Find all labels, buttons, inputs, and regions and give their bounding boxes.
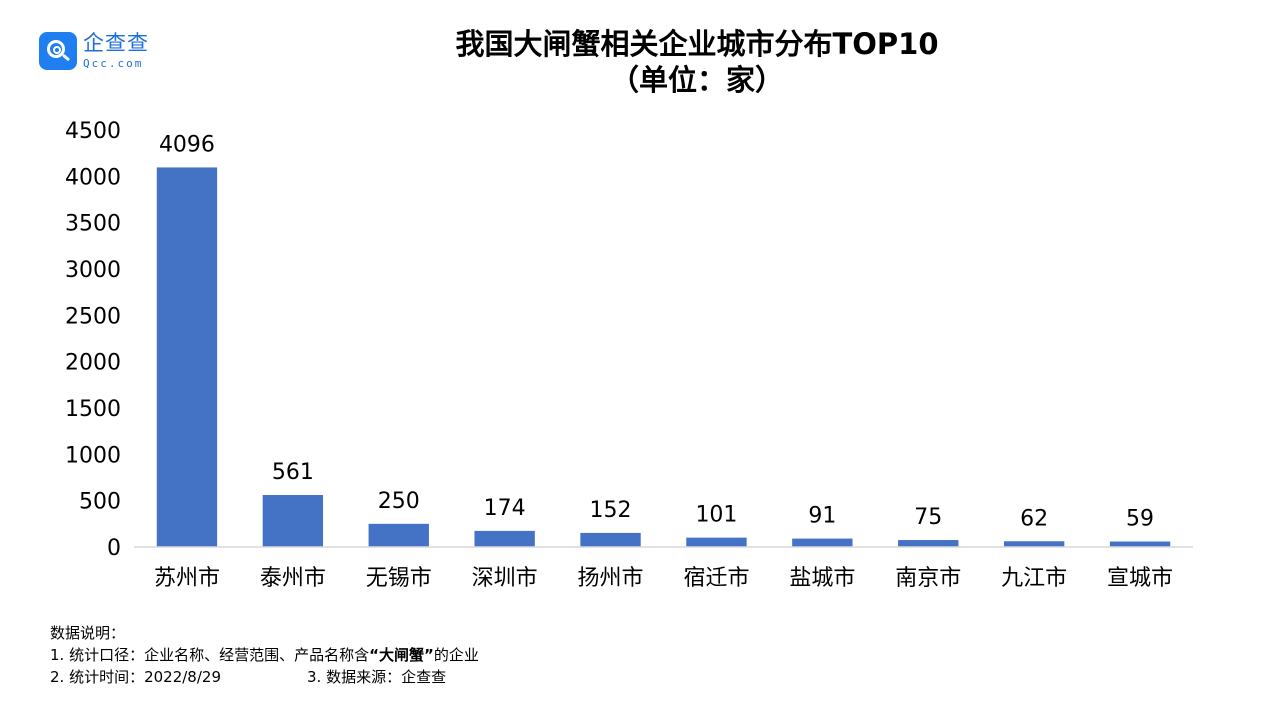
notes-line-1-prefix: 1. 统计口径：企业名称、经营范围、产品名称含 — [50, 646, 370, 664]
y-tick-label: 0 — [107, 536, 121, 561]
x-tick-label: 宿迁市 — [683, 566, 749, 591]
chart-title-line2: （单位：家） — [609, 63, 784, 97]
y-tick-label: 1000 — [65, 443, 121, 468]
x-tick-label: 南京市 — [895, 566, 961, 591]
data-label: 75 — [914, 505, 942, 530]
bar — [262, 495, 324, 547]
logo-text-cn: 企查查 — [83, 31, 149, 55]
data-label: 250 — [378, 489, 420, 514]
chart-title-line1: 我国大闸蟹相关企业城市分布TOP10 — [455, 27, 939, 61]
bar — [1109, 541, 1171, 547]
qcc-logo: 企查查 Qcc.com — [39, 32, 149, 70]
x-tick-label: 泰州市 — [260, 566, 326, 591]
bar — [1003, 541, 1065, 547]
data-label: 62 — [1020, 506, 1048, 531]
data-label: 101 — [695, 503, 737, 528]
notes-line-2: 2. 统计时间：2022/8/29 3. 数据来源：企查查 — [50, 666, 479, 688]
y-tick-label: 3500 — [65, 212, 121, 237]
x-tick-label: 无锡市 — [366, 566, 432, 591]
x-tick-label: 盐城市 — [789, 566, 855, 591]
notes-line-1-suffix: 的企业 — [433, 646, 479, 664]
qcc-logo-icon — [39, 32, 77, 70]
y-tick-label: 4000 — [65, 165, 121, 190]
chart-title: 我国大闸蟹相关企业城市分布TOP10 （单位：家） — [0, 26, 1267, 98]
data-label: 59 — [1126, 507, 1154, 532]
notes-line-1: 1. 统计口径：企业名称、经营范围、产品名称含“大闸蟹”的企业 — [50, 644, 479, 666]
bar — [156, 167, 218, 548]
notes-stat-time: 2. 统计时间：2022/8/29 — [50, 668, 221, 686]
bar — [474, 530, 535, 547]
logo-text-en: Qcc.com — [83, 57, 144, 70]
x-tick-label: 九江市 — [1001, 566, 1067, 591]
y-tick-label: 2000 — [65, 351, 121, 376]
data-notes: 数据说明： 1. 统计口径：企业名称、经营范围、产品名称含“大闸蟹”的企业 2.… — [50, 622, 479, 688]
notes-heading: 数据说明： — [50, 624, 126, 642]
y-tick-label: 500 — [79, 490, 121, 515]
notes-source: 3. 数据来源：企查查 — [307, 668, 447, 686]
data-label: 561 — [272, 460, 314, 485]
x-tick-label: 苏州市 — [154, 566, 220, 591]
data-label: 152 — [590, 498, 632, 523]
y-tick-label: 2500 — [65, 304, 121, 329]
bar — [686, 537, 747, 547]
y-tick-label: 1500 — [65, 397, 121, 422]
x-tick-label: 扬州市 — [578, 566, 644, 591]
bar — [898, 540, 959, 547]
notes-line-1-quote: “大闸蟹” — [369, 646, 434, 664]
data-label: 91 — [808, 504, 836, 529]
data-label: 174 — [484, 496, 526, 521]
bar — [368, 523, 429, 547]
x-tick-label: 宣城市 — [1107, 566, 1173, 591]
data-label: 4096 — [159, 132, 215, 157]
bar — [580, 532, 641, 547]
x-tick-label: 深圳市 — [472, 566, 538, 591]
y-tick-label: 3000 — [65, 258, 121, 283]
y-tick-label: 4500 — [65, 119, 121, 144]
bar — [792, 538, 853, 547]
